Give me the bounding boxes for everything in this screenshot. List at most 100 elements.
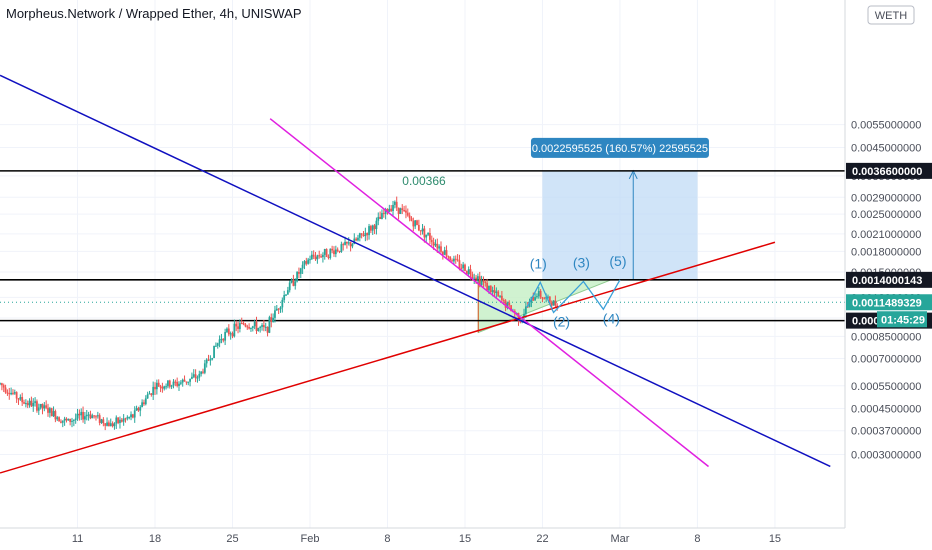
candle-body (198, 373, 201, 378)
target-label-text: 0.0022595525 (160.57%) 22595525 (532, 143, 708, 155)
candle-body (425, 234, 428, 238)
candle-body (34, 401, 36, 403)
wave-label: (1) (530, 255, 547, 271)
candle-body (124, 418, 127, 420)
candle-body (159, 386, 162, 388)
candle-body (270, 317, 273, 322)
countdown-text: 01:45:29 (881, 314, 925, 326)
candle-body (248, 327, 251, 329)
candle-body (168, 380, 171, 387)
candle-body (21, 397, 24, 403)
price-tick-label: 0.0008500000 (851, 331, 921, 343)
price-tick-label: 0.0055000000 (851, 120, 921, 132)
trendline-red (0, 241, 776, 474)
candle-body (286, 290, 289, 295)
candle-body (74, 418, 77, 420)
candle-body (238, 323, 241, 329)
candle-body (231, 333, 234, 337)
candle-body (410, 218, 413, 221)
candle-body (209, 359, 212, 361)
candle-body (371, 225, 374, 231)
candle-body (438, 246, 441, 249)
candle-body (106, 422, 108, 426)
candle-body (475, 277, 477, 280)
candle-body (36, 401, 38, 411)
time-tick-label: 25 (226, 533, 238, 545)
candle-body (17, 398, 20, 400)
candle-body (443, 250, 446, 255)
candle-body (523, 313, 525, 318)
candle-body (493, 290, 496, 294)
candle-body (405, 210, 407, 213)
candle-body (519, 320, 522, 323)
candle-body (548, 296, 551, 303)
candle-body (322, 254, 324, 258)
candle-body (447, 256, 450, 258)
candle-body (80, 411, 83, 416)
candle-body (329, 248, 332, 258)
price-axis[interactable]: 0.00550000000.00450000000.00350000000.00… (844, 0, 932, 528)
candle-body (76, 413, 79, 419)
candle-body (65, 418, 68, 421)
time-tick-label: 18 (149, 533, 161, 545)
candle-body (294, 281, 297, 286)
candle-body (224, 331, 227, 341)
candle-body (215, 345, 217, 347)
level-tag (846, 162, 932, 179)
target-projection-box (542, 170, 698, 280)
candle-body (96, 415, 99, 417)
candle-body (465, 270, 468, 275)
current-price-tag (846, 294, 932, 311)
candle-body (279, 307, 282, 310)
price-tick-label: 0.0045000000 (851, 142, 921, 154)
candle-body (163, 386, 166, 389)
candle-body (384, 209, 387, 215)
candle-body (395, 201, 398, 208)
candle-body (491, 290, 494, 292)
candle-body (155, 382, 158, 390)
candle-body (130, 414, 132, 418)
candle-body (257, 328, 260, 331)
candle-body (440, 246, 442, 252)
candle-body (381, 213, 383, 219)
candle-body (111, 423, 114, 427)
candle-body (333, 250, 335, 255)
candle-body (135, 408, 138, 411)
candle-body (307, 259, 310, 264)
candle-body (369, 226, 372, 231)
candle-body (366, 232, 369, 236)
time-axis[interactable]: 11 18 25 Feb 8 15 22 Mar 8 15 (0, 527, 932, 550)
candle-body (117, 417, 120, 423)
price-tick-label: 0.0029000000 (851, 192, 921, 204)
candle-body (71, 420, 73, 422)
candle-body (211, 357, 214, 360)
time-tick-label: 11 (72, 533, 83, 545)
candle-body (191, 376, 193, 379)
candle-body (253, 321, 256, 327)
candle-body (290, 279, 293, 283)
candle-body (351, 244, 354, 247)
candle-body (469, 269, 472, 275)
candle-body (299, 268, 302, 274)
trendlines (0, 74, 831, 474)
candle-body (393, 201, 396, 205)
price-tick-label: 0.0003700000 (851, 426, 921, 438)
candle-body (386, 209, 389, 212)
candle-body (262, 325, 265, 328)
candle-body (347, 242, 350, 244)
candle-body (445, 250, 448, 257)
candle-body (298, 272, 300, 274)
candle-body (476, 276, 479, 280)
candle-body (266, 326, 269, 333)
drawing-overlays: 0.0022595525 (160.57%) 22595525 0.00366 (0, 137, 845, 334)
candle-body (464, 264, 466, 271)
candle-body (235, 323, 238, 327)
candle-body (104, 423, 107, 426)
candle-body (131, 414, 134, 418)
candle-body (23, 402, 25, 404)
candle-body (382, 213, 385, 215)
candle-body (165, 386, 167, 388)
candle-body (264, 326, 267, 328)
candle-body (285, 294, 287, 296)
